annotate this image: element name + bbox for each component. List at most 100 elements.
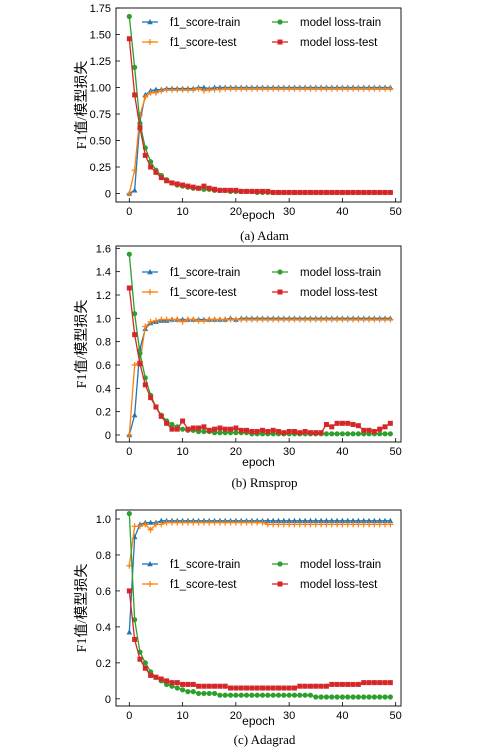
y-tick-label: 0.2 (96, 658, 111, 670)
data-point (196, 683, 202, 689)
data-point (153, 86, 159, 92)
data-point (345, 189, 351, 195)
data-point (185, 681, 191, 687)
data-point (211, 690, 218, 697)
data-point (169, 680, 175, 686)
data-point (184, 316, 191, 323)
data-point (323, 422, 329, 427)
data-point (249, 685, 255, 691)
data-point (131, 412, 138, 418)
data-point (275, 85, 282, 92)
data-point (169, 421, 175, 428)
data-point (361, 680, 367, 686)
data-point (153, 674, 159, 680)
data-point (190, 519, 197, 526)
data-point (196, 425, 202, 431)
data-point (307, 430, 313, 436)
data-point (387, 431, 393, 437)
data-point (254, 692, 260, 698)
data-point (222, 426, 228, 432)
data-point (339, 694, 346, 700)
data-point (126, 13, 132, 20)
data-point (227, 316, 234, 323)
data-point (296, 517, 303, 523)
data-point (238, 427, 244, 433)
chart-caption: (a) Adam (240, 228, 289, 243)
legend-label: model loss-test (300, 287, 378, 299)
legend-label: model loss-train (300, 267, 381, 279)
data-point (131, 187, 138, 193)
data-point (323, 694, 330, 700)
data-point (291, 429, 297, 434)
data-point (350, 189, 356, 195)
data-point (190, 184, 196, 190)
data-point (344, 85, 351, 92)
data-point (142, 382, 148, 388)
x-tick-label: 10 (176, 446, 188, 458)
data-point (387, 517, 394, 523)
data-point (291, 189, 297, 195)
data-point (217, 692, 223, 698)
y-axis-label: F1值/模型损失 (74, 61, 90, 150)
series-line (128, 317, 391, 436)
y-tick-label: 0.25 (90, 162, 111, 174)
data-point (212, 426, 218, 432)
data-point (286, 521, 293, 528)
data-point (366, 85, 373, 92)
chart-caption: (c) Adagrad (234, 732, 296, 747)
data-point (313, 694, 319, 700)
legend-marker (277, 39, 283, 45)
legend-marker (147, 289, 153, 295)
data-point (259, 692, 266, 698)
data-point (195, 317, 202, 324)
chart-panel-2: 0 10 20 30 40 50 0 0.2 0.4 0.6 0.8 1.0 1.2 1.4 1.6 epoc… (74, 243, 402, 490)
y-tick-label: 0.50 (90, 136, 111, 148)
data-point (174, 680, 180, 686)
data-point (244, 427, 250, 433)
plot-frame (115, 509, 402, 707)
data-point (275, 429, 281, 434)
x-axis-label: epoch (242, 714, 275, 728)
data-point (179, 687, 186, 693)
data-point (286, 85, 293, 92)
data-point (168, 519, 175, 526)
data-point (382, 316, 389, 323)
data-point (355, 85, 362, 92)
data-point (323, 316, 330, 323)
data-point (387, 521, 394, 528)
y-tick-label: 0.6 (96, 586, 111, 598)
series-line (128, 590, 391, 689)
data-point (323, 85, 330, 92)
legend-label: model loss-train (300, 559, 381, 571)
data-point (126, 510, 132, 517)
data-point (216, 519, 223, 526)
data-point (217, 430, 223, 436)
data-point (339, 517, 346, 523)
data-point (270, 517, 276, 523)
data-point (222, 683, 228, 689)
data-point (217, 425, 223, 431)
data-point (254, 685, 260, 691)
data-point (163, 316, 170, 323)
data-point (360, 517, 367, 523)
data-point (126, 588, 132, 594)
data-point (382, 694, 388, 700)
data-point (318, 189, 324, 195)
data-point (152, 521, 159, 528)
data-point (212, 683, 218, 689)
data-point (318, 430, 324, 436)
data-point (158, 87, 165, 94)
data-point (377, 426, 383, 432)
y-tick-label: 0.4 (96, 622, 111, 634)
data-point (291, 517, 298, 523)
data-point (180, 182, 186, 188)
data-point (233, 692, 239, 698)
data-point (382, 424, 388, 430)
data-point (254, 429, 260, 434)
data-point (206, 683, 212, 689)
data-point (212, 186, 218, 192)
y-tick-label: 1.6 (96, 243, 111, 255)
data-point (147, 526, 154, 533)
data-point (254, 316, 261, 323)
